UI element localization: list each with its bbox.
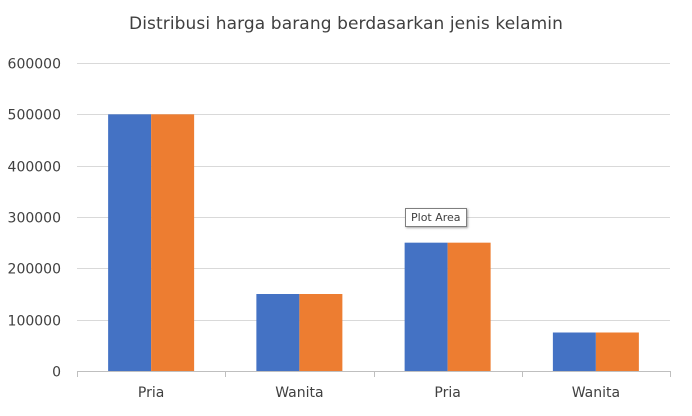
- y-tick-label: 200000: [8, 262, 61, 278]
- bar-blue-1: [108, 114, 152, 371]
- bar-orange-1: [151, 114, 195, 371]
- y-tick-label: 0: [52, 365, 61, 381]
- y-tick-label: 500000: [8, 108, 61, 124]
- bar-blue-3: [404, 242, 448, 371]
- x-tick-label: Pria: [138, 385, 164, 401]
- y-tick-label: 300000: [8, 211, 61, 227]
- bar-orange-2: [299, 294, 343, 371]
- x-tick-label: Wanita: [572, 385, 620, 401]
- chart-title: Distribusi harga barang berdasarkan jeni…: [129, 14, 563, 34]
- bar-orange-4: [595, 332, 639, 371]
- y-tick-label: 400000: [8, 160, 61, 176]
- x-tick-label: Pria: [434, 385, 460, 401]
- plot-area-tooltip: Plot Area: [405, 208, 467, 227]
- bar-blue-4: [552, 332, 596, 371]
- y-tick-label: 100000: [8, 314, 61, 330]
- x-tick-label: Wanita: [275, 385, 323, 401]
- y-tick-label: 600000: [8, 57, 61, 73]
- bar-orange-3: [447, 242, 491, 371]
- bar-blue-2: [256, 294, 300, 371]
